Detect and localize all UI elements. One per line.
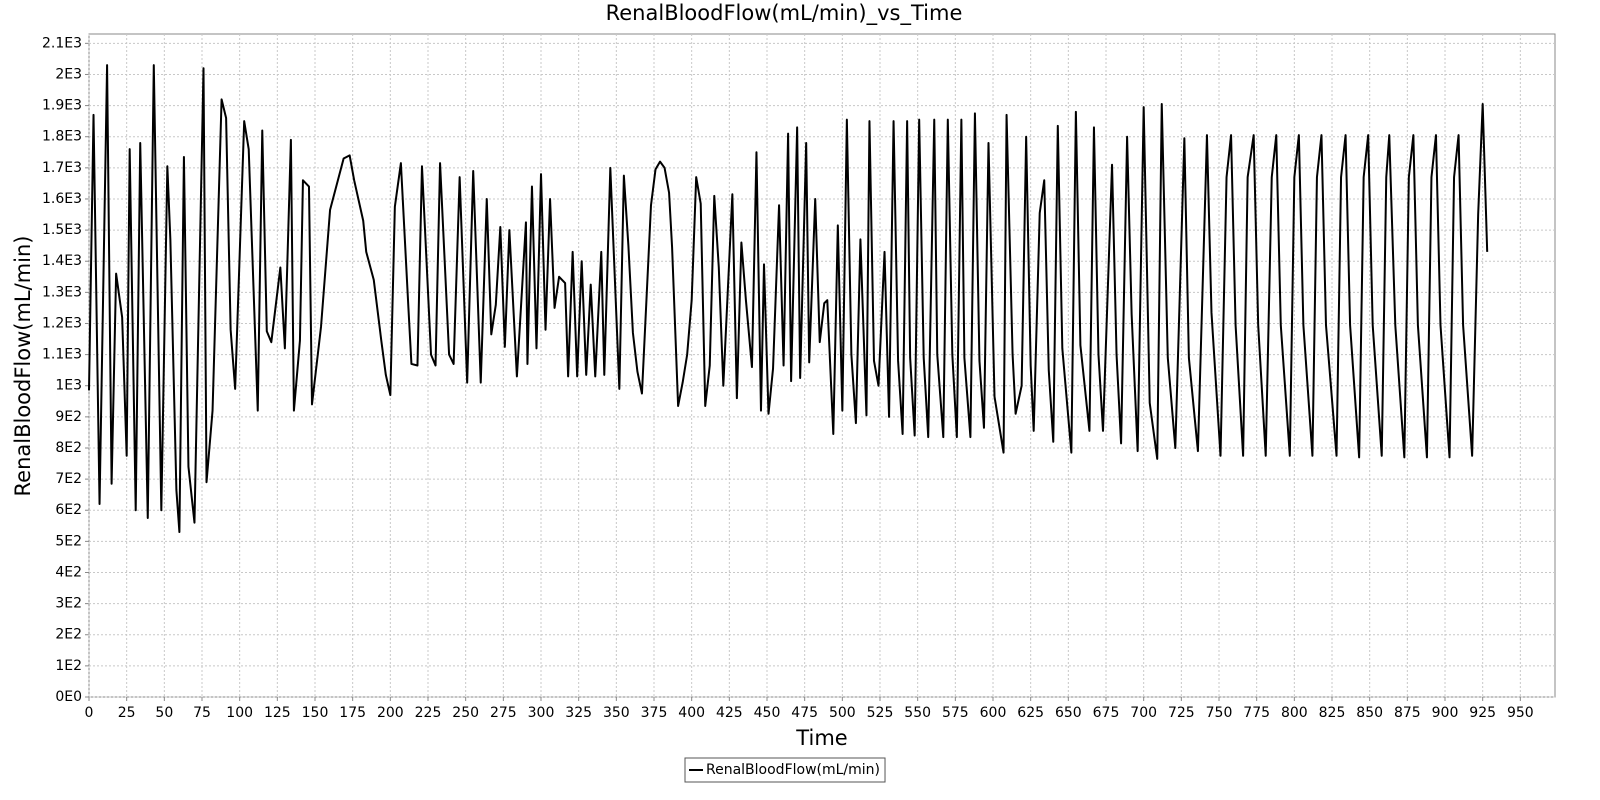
x-tick-label: 200 <box>377 705 404 721</box>
legend-label: RenalBloodFlow(mL/min) <box>706 762 880 778</box>
x-tick-label: 125 <box>264 705 291 721</box>
chart-title: RenalBloodFlow(mL/min)_vs_Time <box>606 1 963 26</box>
y-tick-label: 1E2 <box>55 658 82 674</box>
y-axis-label: RenalBloodFlow(mL/min) <box>11 235 35 496</box>
y-tick-label: 8E2 <box>55 440 82 456</box>
x-tick-label: 525 <box>867 705 894 721</box>
y-tick-label: 1.5E3 <box>42 222 82 238</box>
y-tick-label: 1.6E3 <box>42 191 82 207</box>
x-tick-label: 275 <box>490 705 517 721</box>
x-tick-label: 50 <box>155 705 173 721</box>
y-tick-label: 1.7E3 <box>42 160 82 176</box>
x-tick-label: 0 <box>85 705 94 721</box>
y-tick-label: 3E2 <box>55 596 82 612</box>
x-tick-label: 750 <box>1206 705 1233 721</box>
x-tick-label: 575 <box>942 705 969 721</box>
x-tick-label: 500 <box>829 705 856 721</box>
y-tick-label: 1.8E3 <box>42 129 82 145</box>
y-tick-label: 4E2 <box>55 564 82 580</box>
x-tick-label: 625 <box>1017 705 1044 721</box>
x-tick-label: 300 <box>528 705 555 721</box>
y-tick-label: 9E2 <box>55 409 82 425</box>
y-tick-label: 1.3E3 <box>42 284 82 300</box>
x-tick-label: 225 <box>415 705 442 721</box>
x-tick-label: 875 <box>1394 705 1421 721</box>
y-tick-label: 2E3 <box>55 66 82 82</box>
x-axis-label: Time <box>795 726 847 750</box>
y-tick-label: 5E2 <box>55 533 82 549</box>
y-tick-label: 1.4E3 <box>42 253 82 269</box>
y-tick-label: 1.1E3 <box>42 347 82 363</box>
x-tick-label: 550 <box>904 705 931 721</box>
x-tick-label: 850 <box>1356 705 1383 721</box>
y-tick-label: 1E3 <box>55 378 82 394</box>
x-tick-label: 600 <box>980 705 1007 721</box>
x-tick-label: 400 <box>678 705 705 721</box>
x-tick-label: 100 <box>226 705 253 721</box>
y-tick-label: 1.2E3 <box>42 315 82 331</box>
x-tick-label: 75 <box>193 705 211 721</box>
x-tick-label: 25 <box>118 705 136 721</box>
x-tick-label: 675 <box>1093 705 1120 721</box>
x-tick-label: 725 <box>1168 705 1195 721</box>
x-tick-label: 825 <box>1319 705 1346 721</box>
x-tick-label: 250 <box>452 705 479 721</box>
y-tick-label: 2.1E3 <box>42 35 82 51</box>
x-tick-label: 350 <box>603 705 630 721</box>
y-tick-label: 1.9E3 <box>42 98 82 114</box>
x-tick-label: 450 <box>754 705 781 721</box>
x-tick-label: 900 <box>1432 705 1459 721</box>
x-tick-label: 650 <box>1055 705 1082 721</box>
legend <box>684 757 886 783</box>
plot-area <box>88 33 1556 698</box>
x-tick-label: 325 <box>565 705 592 721</box>
x-tick-label: 425 <box>716 705 743 721</box>
x-tick-label: 800 <box>1281 705 1308 721</box>
x-tick-label: 775 <box>1243 705 1270 721</box>
y-tick-label: 0E0 <box>55 689 82 705</box>
y-tick-label: 6E2 <box>55 502 82 518</box>
y-tick-label: 2E2 <box>55 627 82 643</box>
x-tick-label: 375 <box>641 705 668 721</box>
data-line <box>88 64 1489 534</box>
x-tick-label: 475 <box>791 705 818 721</box>
x-tick-label: 700 <box>1130 705 1157 721</box>
x-tick-label: 150 <box>302 705 329 721</box>
x-tick-label: 925 <box>1469 705 1496 721</box>
x-tick-label: 175 <box>339 705 366 721</box>
x-tick-label: 950 <box>1507 705 1534 721</box>
y-tick-label: 7E2 <box>55 471 82 487</box>
